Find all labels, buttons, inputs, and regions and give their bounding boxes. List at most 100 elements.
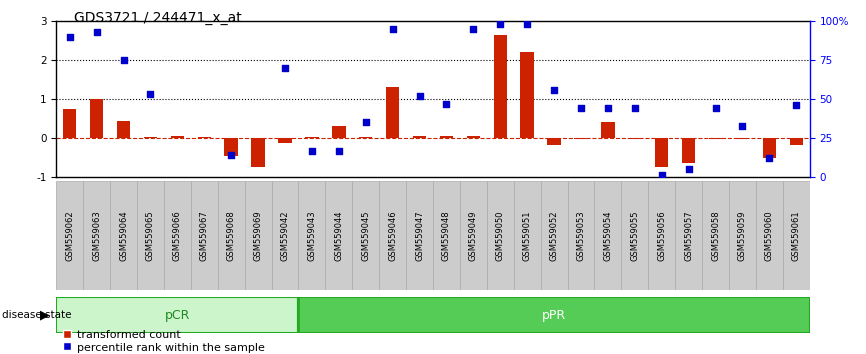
- Bar: [191, 181, 217, 290]
- Bar: [622, 181, 649, 290]
- Bar: [110, 181, 137, 290]
- Point: [224, 152, 238, 158]
- Bar: [359, 137, 372, 138]
- Text: GSM559043: GSM559043: [307, 210, 316, 261]
- Bar: [413, 136, 426, 138]
- Bar: [547, 138, 561, 145]
- Bar: [245, 181, 272, 290]
- Text: pPR: pPR: [542, 309, 566, 321]
- Bar: [487, 181, 514, 290]
- Bar: [386, 87, 399, 138]
- Text: GSM559051: GSM559051: [523, 210, 532, 261]
- Point: [332, 148, 346, 153]
- Text: GSM559042: GSM559042: [281, 210, 289, 261]
- Bar: [164, 181, 191, 290]
- Text: GSM559049: GSM559049: [469, 210, 478, 261]
- Bar: [278, 138, 292, 143]
- Point: [385, 26, 399, 32]
- Point: [574, 105, 588, 111]
- Point: [762, 155, 776, 161]
- Point: [467, 26, 481, 32]
- Bar: [63, 109, 76, 138]
- Bar: [433, 181, 460, 290]
- Bar: [251, 138, 265, 167]
- Bar: [567, 181, 594, 290]
- Bar: [83, 181, 110, 290]
- Bar: [763, 138, 776, 158]
- Bar: [460, 181, 487, 290]
- Bar: [197, 137, 211, 138]
- Text: GSM559055: GSM559055: [630, 210, 639, 261]
- Bar: [628, 138, 642, 139]
- Text: GSM559065: GSM559065: [146, 210, 155, 261]
- Text: GSM559058: GSM559058: [711, 210, 720, 261]
- Text: GSM559063: GSM559063: [92, 210, 101, 261]
- Legend: transformed count, percentile rank within the sample: transformed count, percentile rank withi…: [61, 330, 265, 353]
- Text: GSM559066: GSM559066: [173, 210, 182, 261]
- Bar: [224, 138, 238, 156]
- Bar: [729, 181, 756, 290]
- Point: [520, 22, 534, 27]
- Point: [628, 105, 642, 111]
- Bar: [217, 181, 245, 290]
- Point: [144, 92, 158, 97]
- Text: GSM559060: GSM559060: [765, 210, 774, 261]
- Text: GSM559062: GSM559062: [65, 210, 74, 261]
- Bar: [326, 181, 352, 290]
- Bar: [56, 297, 299, 333]
- Bar: [332, 126, 346, 138]
- Bar: [467, 136, 480, 138]
- Text: GSM559059: GSM559059: [738, 210, 747, 261]
- Bar: [540, 181, 567, 290]
- Bar: [783, 181, 810, 290]
- Text: GSM559068: GSM559068: [227, 210, 236, 261]
- Bar: [675, 181, 702, 290]
- Text: GSM559067: GSM559067: [200, 210, 209, 261]
- Bar: [379, 181, 406, 290]
- Text: GSM559069: GSM559069: [254, 210, 262, 261]
- Bar: [756, 181, 783, 290]
- Bar: [601, 122, 615, 138]
- Point: [63, 34, 77, 40]
- Text: GSM559047: GSM559047: [415, 210, 424, 261]
- Point: [117, 57, 131, 63]
- Point: [601, 105, 615, 111]
- Text: GSM559048: GSM559048: [442, 210, 451, 261]
- Bar: [790, 138, 803, 145]
- Bar: [171, 136, 184, 138]
- Point: [655, 173, 669, 178]
- Bar: [406, 181, 433, 290]
- Text: ▶: ▶: [40, 309, 49, 321]
- Bar: [299, 297, 810, 333]
- Text: GSM559064: GSM559064: [119, 210, 128, 261]
- Text: GSM559052: GSM559052: [550, 210, 559, 261]
- Point: [789, 103, 803, 108]
- Text: pCR: pCR: [165, 309, 190, 321]
- Bar: [736, 138, 749, 139]
- Point: [359, 120, 372, 125]
- Bar: [594, 181, 621, 290]
- Bar: [90, 99, 103, 138]
- Bar: [649, 181, 675, 290]
- Point: [682, 166, 695, 172]
- Text: GSM559054: GSM559054: [604, 210, 612, 261]
- Bar: [708, 138, 722, 139]
- Text: disease state: disease state: [2, 310, 71, 320]
- Bar: [514, 181, 540, 290]
- Text: GSM559046: GSM559046: [388, 210, 397, 261]
- Point: [708, 105, 722, 111]
- Text: GDS3721 / 244471_x_at: GDS3721 / 244471_x_at: [74, 11, 242, 25]
- Bar: [56, 181, 83, 290]
- Bar: [144, 137, 158, 138]
- Text: GSM559056: GSM559056: [657, 210, 666, 261]
- Bar: [702, 181, 729, 290]
- Point: [305, 148, 319, 153]
- Text: GSM559050: GSM559050: [495, 210, 505, 261]
- Bar: [272, 181, 299, 290]
- Point: [735, 123, 749, 129]
- Bar: [574, 138, 588, 139]
- Bar: [520, 52, 534, 138]
- Bar: [137, 181, 164, 290]
- Bar: [655, 138, 669, 167]
- Point: [440, 101, 454, 107]
